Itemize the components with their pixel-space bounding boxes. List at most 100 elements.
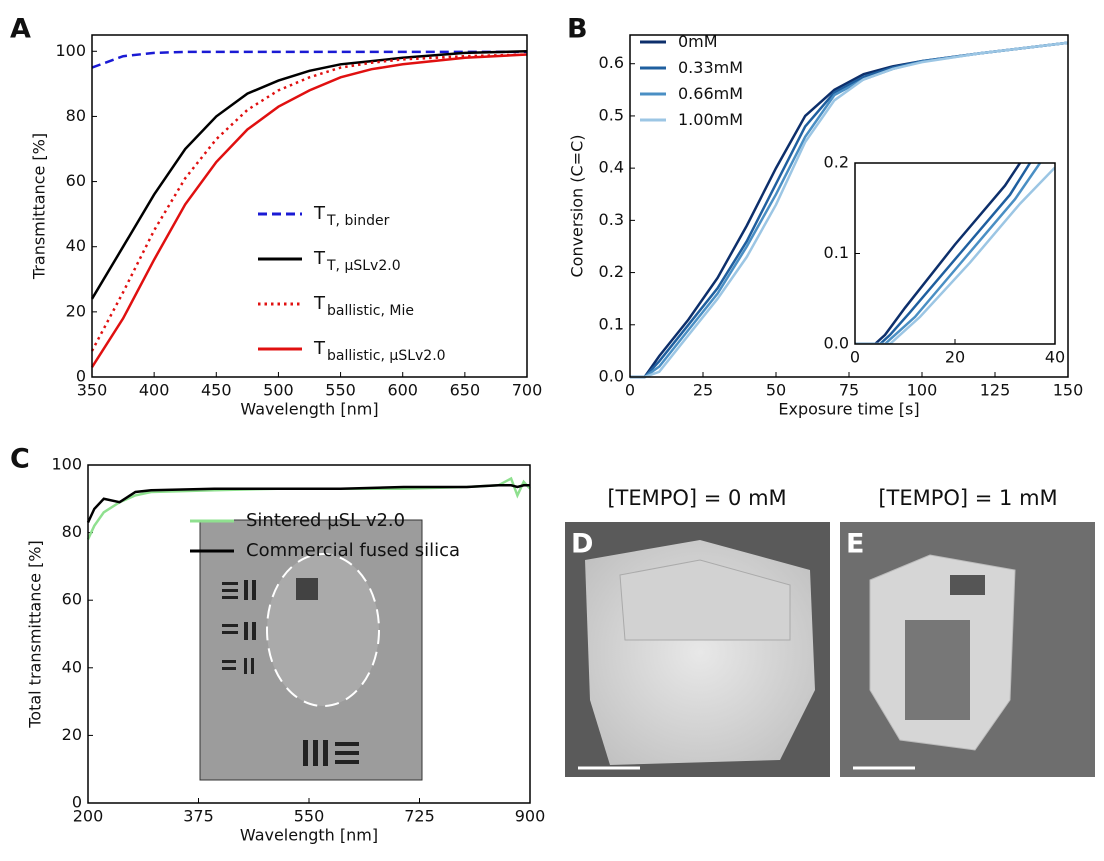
- x-tick-label: 900: [515, 807, 546, 826]
- y-tick-label: 60: [66, 171, 86, 190]
- legend-label: 1.00mM: [678, 110, 743, 129]
- legend-subscript: ballistic, µSLv2.0: [327, 348, 446, 364]
- y-tick-label: 40: [66, 236, 86, 255]
- y-tick-label: 0.3: [599, 210, 624, 229]
- series-line: [86, 484, 530, 524]
- y-tick-label: 0.2: [599, 262, 624, 281]
- x-tick-label: 20: [945, 348, 965, 367]
- plot-frame: [87, 464, 531, 804]
- series-line: [855, 166, 1055, 344]
- series-line: [855, 163, 1032, 344]
- y-tick-label: 100: [51, 455, 82, 474]
- panel-label: B: [567, 14, 588, 45]
- y-tick-label: 20: [66, 301, 86, 320]
- x-tick-label: 725: [404, 807, 435, 826]
- x-tick-label: 40: [1045, 348, 1065, 367]
- y-tick-label: 0: [76, 367, 86, 386]
- y-axis-label: Transmittance [%]: [30, 133, 49, 280]
- plot-frame: [91, 34, 528, 378]
- legend-subscript: T, µSLv2.0: [326, 258, 401, 274]
- legend-label: Sintered µSL v2.0: [246, 510, 405, 531]
- sem-detail: [950, 575, 985, 595]
- x-axis-label: Exposure time [s]: [778, 400, 919, 419]
- legend-label: T T, binder: [313, 203, 390, 229]
- legend-name: T: [313, 248, 326, 269]
- series-line: [90, 53, 528, 368]
- x-axis-label: Wavelength [nm]: [240, 826, 378, 845]
- x-axis-label: Wavelength [nm]: [240, 400, 378, 419]
- inset-background: [855, 163, 1055, 344]
- x-tick-label: 25: [693, 381, 713, 400]
- photo-circle: [266, 553, 380, 707]
- x-tick-label: 650: [450, 381, 481, 400]
- y-tick-label: 0.0: [599, 367, 624, 386]
- image-title: [TEMPO] = 1 mM: [878, 486, 1057, 510]
- y-tick-label: 0.0: [824, 334, 849, 353]
- legend-label: 0.66mM: [678, 84, 743, 103]
- legend-subscript: T, binder: [326, 213, 390, 229]
- legend-name: 1.00mM: [678, 110, 743, 129]
- series-line: [91, 50, 527, 69]
- x-tick-label: 100: [907, 381, 938, 400]
- y-tick-label: 40: [62, 657, 82, 676]
- legend-name: 0.33mM: [678, 58, 743, 77]
- y-tick-label: 0.1: [824, 243, 849, 262]
- photo-detail: [296, 578, 318, 600]
- y-tick-label: 0: [72, 793, 82, 812]
- x-tick-label: 375: [183, 807, 214, 826]
- series-line: [90, 50, 528, 300]
- y-tick-label: 80: [66, 106, 86, 125]
- x-tick-label: 150: [1053, 381, 1084, 400]
- legend-name: T: [313, 203, 326, 224]
- x-tick-label: 450: [201, 381, 232, 400]
- legend-name: T: [313, 293, 326, 314]
- x-tick-label: 0: [625, 381, 635, 400]
- x-tick-label: 700: [512, 381, 543, 400]
- panel-label: A: [10, 14, 31, 45]
- legend-name: Sintered µSL v2.0: [246, 510, 405, 531]
- series-line: [855, 163, 1022, 344]
- legend-name: Commercial fused silica: [246, 540, 460, 561]
- plot-frame: [629, 34, 1069, 378]
- x-tick-label: 0: [850, 348, 860, 367]
- panel-label: E: [846, 529, 864, 560]
- y-tick-label: 20: [62, 725, 82, 744]
- y-tick-label: 60: [62, 590, 82, 609]
- photo-detail: [222, 580, 359, 766]
- photo-inset: [199, 519, 423, 781]
- image-title: [TEMPO] = 0 mM: [607, 486, 786, 510]
- sem-detail: [619, 559, 791, 641]
- sem-detail: [905, 620, 970, 720]
- y-axis-label: Conversion (C=C): [568, 134, 587, 277]
- legend-label: 0mM: [678, 32, 718, 51]
- y-tick-label: 0.2: [824, 153, 849, 172]
- y-tick-label: 80: [62, 522, 82, 541]
- legend-name: T: [313, 338, 326, 359]
- y-tick-label: 100: [55, 41, 86, 60]
- y-tick-label: 0.1: [599, 314, 624, 333]
- series-line: [90, 53, 528, 352]
- x-tick-label: 550: [294, 807, 325, 826]
- y-tick-label: 0.4: [599, 158, 624, 177]
- legend-name: 0.66mM: [678, 84, 743, 103]
- x-tick-label: 500: [263, 381, 294, 400]
- series-line: [630, 41, 1069, 379]
- x-tick-label: 50: [766, 381, 786, 400]
- legend-subscript: ballistic, Mie: [327, 303, 414, 319]
- x-tick-label: 400: [139, 381, 170, 400]
- inset-frame: [854, 162, 1056, 345]
- panel-label: D: [571, 529, 593, 560]
- x-tick-label: 75: [839, 381, 859, 400]
- x-tick-label: 350: [77, 381, 108, 400]
- x-tick-label: 600: [387, 381, 418, 400]
- legend-label: Commercial fused silica: [246, 540, 460, 561]
- y-axis-label: Total transmittance [%]: [26, 540, 45, 729]
- legend-label: T T, µSLv2.0: [313, 248, 401, 274]
- series-line: [855, 163, 1042, 344]
- y-tick-label: 0.6: [599, 53, 624, 72]
- panel-label: C: [10, 444, 30, 475]
- x-tick-label: 125: [980, 381, 1011, 400]
